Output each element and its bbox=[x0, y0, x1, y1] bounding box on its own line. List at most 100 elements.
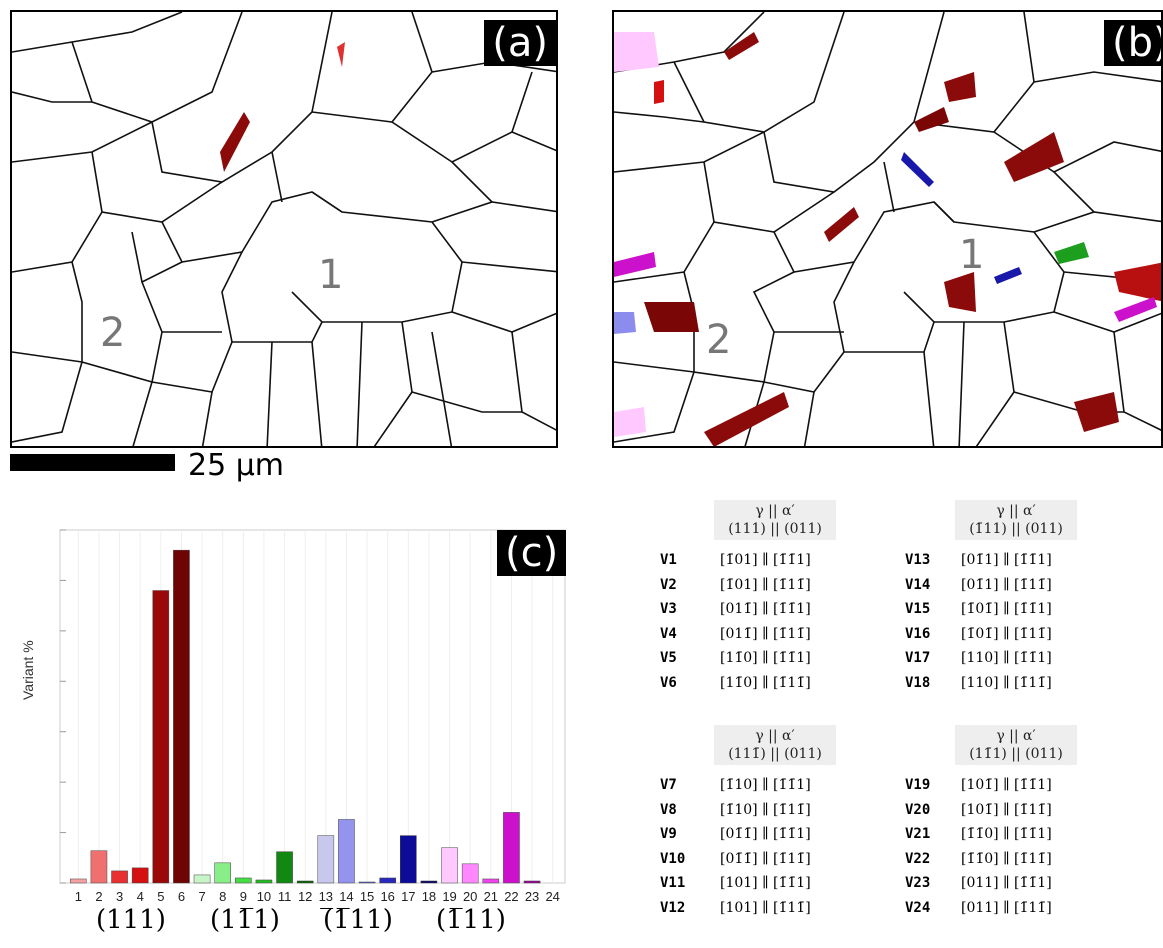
orientation-relationship: [101̄] ∥ [1̄1̄1] bbox=[961, 777, 1052, 793]
table-row: V4 [011̄] ∥ [1̄11̄] bbox=[660, 622, 900, 646]
orientation-relationship: [01̄1] ∥ [1̄1̄1] bbox=[961, 552, 1052, 568]
variant-name: V22 bbox=[905, 850, 931, 867]
x-tick-label: 6 bbox=[178, 889, 185, 904]
header-line-2: (1̄11) || (011) bbox=[969, 521, 1063, 537]
panel-c-label: (c) bbox=[497, 530, 567, 576]
variant-name: V19 bbox=[905, 777, 931, 793]
orientation-relationship: [011̄] ∥ [1̄11̄] bbox=[720, 625, 811, 642]
x-tick-label: 17 bbox=[401, 889, 415, 904]
bar-variant-10 bbox=[255, 879, 273, 884]
bar-variant-17 bbox=[400, 835, 417, 884]
table-row: V23 [011] ∥ [1̄1̄1] bbox=[905, 871, 1145, 895]
bar-variant-22 bbox=[503, 812, 520, 884]
x-tick-label: 23 bbox=[525, 889, 539, 904]
orientation-relationship: [1̄10] ∥ [1̄1̄1] bbox=[720, 777, 811, 793]
bar-variant-12 bbox=[296, 880, 314, 884]
table-header: γ || α′ (111) || (011) bbox=[714, 500, 836, 540]
table-row: V10 [01̄1̄] ∥ [1̄11̄] bbox=[660, 847, 900, 871]
bar-variant-7 bbox=[193, 874, 211, 884]
x-tick-label: 18 bbox=[422, 889, 436, 904]
bar-variant-6 bbox=[173, 549, 190, 884]
bar-variant-20 bbox=[461, 863, 479, 884]
bar-variant-1 bbox=[70, 878, 87, 884]
header-line-2: (11̄1) || (011) bbox=[969, 746, 1063, 762]
table-row: V16 [1̄01̄] ∥ [1̄11̄] bbox=[905, 622, 1145, 646]
table-row: V8 [1̄10] ∥ [1̄11̄] bbox=[660, 798, 900, 822]
bar-variant-21 bbox=[482, 878, 500, 884]
variant-bar-chart: 1 2 3 4 5 6 7 8 9 10 11 12 13 14 15 16 17 18 19 20 21 22 23 24 bbox=[59, 529, 566, 904]
table-row: V22 [1̄1̄0] ∥ [1̄11̄] bbox=[905, 847, 1145, 871]
table-row: V21 [1̄1̄0] ∥ [1̄1̄1] bbox=[905, 822, 1145, 846]
orientation-relationship: [101] ∥ [1̄11̄] bbox=[720, 899, 811, 916]
header-line-2: (111) || (011) bbox=[728, 521, 822, 537]
table-header: γ || α′ (11̄1) || (011) bbox=[955, 725, 1077, 765]
table-row: V13 [01̄1] ∥ [1̄1̄1] bbox=[905, 548, 1145, 572]
panel-b-label: (b) bbox=[1104, 20, 1161, 66]
x-tick-label: 1 bbox=[75, 889, 82, 904]
orientation-relationship: [110] ∥ [1̄11̄] bbox=[961, 674, 1052, 691]
table-row: V18 [110] ∥ [1̄11̄] bbox=[905, 671, 1145, 695]
bar-variant-19 bbox=[441, 847, 458, 884]
variant-name: V21 bbox=[905, 826, 931, 842]
table-row: V6 [11̄0] ∥ [1̄11̄] bbox=[660, 671, 900, 695]
table-row: V9 [01̄1̄] ∥ [1̄1̄1] bbox=[660, 822, 900, 846]
table-row: V3 [011̄] ∥ [1̄1̄1] bbox=[660, 597, 900, 621]
panel-a-label: (a) bbox=[484, 20, 556, 66]
orientation-relationship: [011̄] ∥ [1̄1̄1] bbox=[720, 601, 811, 617]
variant-name: V24 bbox=[905, 899, 931, 916]
bar-variant-11 bbox=[276, 851, 293, 884]
bar-variant-8 bbox=[214, 862, 231, 884]
x-tick-label: 20 bbox=[463, 889, 477, 904]
bar-variant-14 bbox=[338, 819, 355, 884]
martensite-variants bbox=[614, 32, 1161, 446]
scale-bar bbox=[10, 454, 175, 471]
x-tick-label: 3 bbox=[116, 889, 123, 904]
orientation-relationship: [011] ∥ [1̄1̄1] bbox=[961, 875, 1052, 891]
variant-name: V9 bbox=[660, 826, 677, 842]
x-tick-label: 21 bbox=[484, 889, 498, 904]
orientation-relationship: [110] ∥ [1̄1̄1] bbox=[961, 650, 1052, 666]
x-tick-label: 2 bbox=[95, 889, 102, 904]
orientation-relationship: [101̄] ∥ [1̄11̄] bbox=[961, 801, 1052, 818]
group-label-1bar-11: (̅1̅11) bbox=[323, 905, 393, 935]
x-tick-label: 12 bbox=[298, 889, 312, 904]
orientation-relationship: [1̄10] ∥ [1̄11̄] bbox=[720, 801, 811, 818]
header-line-1: γ || α′ bbox=[996, 503, 1036, 519]
x-tick-label: 11 bbox=[278, 889, 292, 904]
table-row: V14 [01̄1] ∥ [1̄11̄] bbox=[905, 573, 1145, 597]
x-tick-label: 5 bbox=[157, 889, 164, 904]
orientation-relationship: [011] ∥ [1̄11̄] bbox=[961, 899, 1052, 916]
orientation-relationship: [1̄01] ∥ [1̄1̄1] bbox=[720, 552, 811, 568]
bar-variant-2 bbox=[90, 850, 108, 884]
x-tick-label: 8 bbox=[219, 889, 226, 904]
variant-name: V10 bbox=[660, 850, 686, 867]
grain-boundaries-b bbox=[614, 12, 1161, 446]
table-row: V12 [101] ∥ [1̄11̄] bbox=[660, 896, 900, 920]
variant-name: V8 bbox=[660, 801, 677, 818]
panel-c-chart: 1 2 3 4 5 6 7 8 9 10 11 12 13 14 15 16 17 18 19 20 21 22 23 24 bbox=[0, 500, 580, 944]
x-tick-label: 13 bbox=[319, 889, 333, 904]
orientation-relationship: [1̄01̄] ∥ [1̄1̄1] bbox=[961, 601, 1052, 617]
variant-name: V11 bbox=[660, 875, 686, 891]
variant-name: V1 bbox=[660, 552, 677, 568]
y-axis-label: Variant % bbox=[20, 640, 36, 700]
bar-variant-3 bbox=[111, 870, 128, 884]
group-label-11-1bar: (11̅1) bbox=[210, 905, 280, 935]
header-line-1: γ || α′ bbox=[996, 728, 1036, 744]
variant-name: V16 bbox=[905, 625, 931, 642]
orientation-relationship: [11̄0] ∥ [1̄1̄1] bbox=[720, 650, 811, 666]
orientation-relationship: [01̄1̄] ∥ [1̄1̄1] bbox=[720, 826, 811, 842]
variant-name: V14 bbox=[905, 576, 931, 593]
table-row: V19 [101̄] ∥ [1̄1̄1] bbox=[905, 773, 1145, 797]
header-line-1: γ || α′ bbox=[755, 503, 795, 519]
orientation-relationship: [1̄1̄0] ∥ [1̄1̄1] bbox=[961, 826, 1052, 842]
bar-variant-9 bbox=[235, 877, 252, 884]
scale-bar-label: 25 μm bbox=[188, 448, 285, 483]
orientation-relationship: [1̄01̄] ∥ [1̄11̄] bbox=[961, 625, 1052, 642]
grain-2-label: 2 bbox=[706, 317, 732, 363]
variant-name: V4 bbox=[660, 625, 677, 642]
table-row: V7 [1̄10] ∥ [1̄1̄1] bbox=[660, 773, 900, 797]
bar-variant-18 bbox=[420, 880, 438, 884]
header-line-2: (111̄) || (011) bbox=[728, 746, 822, 762]
table-row: V20 [101̄] ∥ [1̄11̄] bbox=[905, 798, 1145, 822]
